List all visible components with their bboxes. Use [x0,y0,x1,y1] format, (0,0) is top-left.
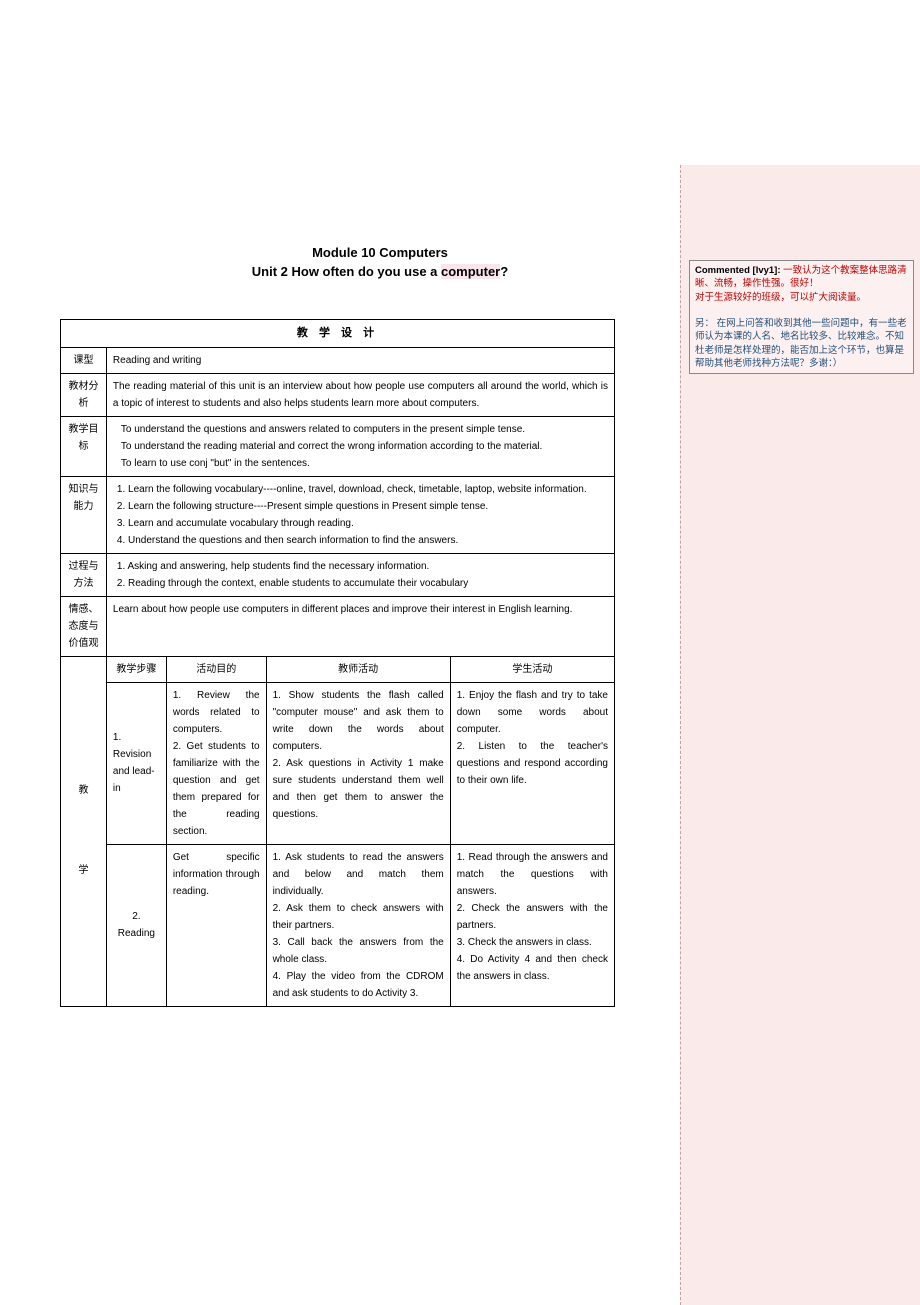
label-teaching: 教学 [61,656,107,1006]
label-goals: 教学目标 [61,416,107,476]
goal-3: To learn to use conj "but" in the senten… [113,455,608,472]
content-goals: To understand the questions and answers … [106,416,614,476]
content-type: Reading and writing [106,347,614,373]
content-knowledge: 1. Learn the following vocabulary----onl… [106,476,614,553]
step2-purpose: Get specific information through reading… [166,844,266,1006]
step1-teacher: 1. Show students the flash called "compu… [266,682,450,844]
label-process: 过程与方法 [61,553,107,596]
col-teacher: 教师活动 [266,656,450,682]
step1-name: 1. Revision and lead-in [106,682,166,844]
module-title: Module 10 Computers [60,245,700,260]
know-4: 4. Understand the questions and then sea… [113,532,608,549]
comment-line-3: 另： 在网上问答和收到其他一些问题中，有一些老师认为本课的人名、地名比较多、比较… [695,318,907,369]
label-type: 课型 [61,347,107,373]
step1-student: 1. Enjoy the flash and try to take down … [450,682,614,844]
lesson-plan-table: 教 学 设 计 课型 Reading and writing 教材分析 The … [60,319,615,1007]
col-step: 教学步骤 [106,656,166,682]
proc-2: 2. Reading through the context, enable s… [113,575,608,592]
unit-highlight: computer [441,264,500,279]
table-title: 教 学 设 计 [61,320,615,348]
title-block: Module 10 Computers Unit 2 How often do … [60,245,700,279]
col-purpose: 活动目的 [166,656,266,682]
comment-sidebar: Commented [Ivy1]: 一致认为这个教案整体思路清晰、流畅，操作性强… [680,165,920,1305]
row-goals: 教学目标 To understand the questions and ans… [61,416,615,476]
step2-student: 1. Read through the answers and match th… [450,844,614,1006]
label-material: 教材分析 [61,373,107,416]
table-title-row: 教 学 设 计 [61,320,615,348]
col-student: 学生活动 [450,656,614,682]
know-3: 3. Learn and accumulate vocabulary throu… [113,515,608,532]
content-material: The reading material of this unit is an … [106,373,614,416]
step2-name: 2. Reading [106,844,166,1006]
comment-author: Commented [Ivy1]: [695,265,783,276]
label-attitude: 情感、态度与价值观 [61,596,107,656]
row-process: 过程与方法 1. Asking and answering, help stud… [61,553,615,596]
label-knowledge: 知识与能力 [61,476,107,553]
know-1: 1. Learn the following vocabulary----onl… [113,481,608,498]
comment-line-2: 对于生源较好的班级，可以扩大阅读量。 [695,292,866,303]
row-step-1: 1. Revision and lead-in 1. Review the wo… [61,682,615,844]
goal-1: To understand the questions and answers … [113,421,608,438]
row-material: 教材分析 The reading material of this unit i… [61,373,615,416]
row-steps-header: 教学 教学步骤 活动目的 教师活动 学生活动 [61,656,615,682]
unit-prefix: Unit 2 How often do you use a [252,264,441,279]
know-2: 2. Learn the following structure----Pres… [113,498,608,515]
row-attitude: 情感、态度与价值观 Learn about how people use com… [61,596,615,656]
proc-1: 1. Asking and answering, help students f… [113,558,608,575]
content-attitude: Learn about how people use computers in … [106,596,614,656]
goal-2: To understand the reading material and c… [113,438,608,455]
row-knowledge: 知识与能力 1. Learn the following vocabulary-… [61,476,615,553]
step1-purpose: 1. Review the words related to computers… [166,682,266,844]
content-process: 1. Asking and answering, help students f… [106,553,614,596]
document-page: Module 10 Computers Unit 2 How often do … [60,0,700,1067]
unit-title: Unit 2 How often do you use a computer? [60,264,700,279]
row-step-2: 2. Reading Get specific information thro… [61,844,615,1006]
comment-balloon: Commented [Ivy1]: 一致认为这个教案整体思路清晰、流畅，操作性强… [689,260,914,374]
row-type: 课型 Reading and writing [61,347,615,373]
unit-suffix: ? [500,264,508,279]
step2-teacher: 1. Ask students to read the answers and … [266,844,450,1006]
